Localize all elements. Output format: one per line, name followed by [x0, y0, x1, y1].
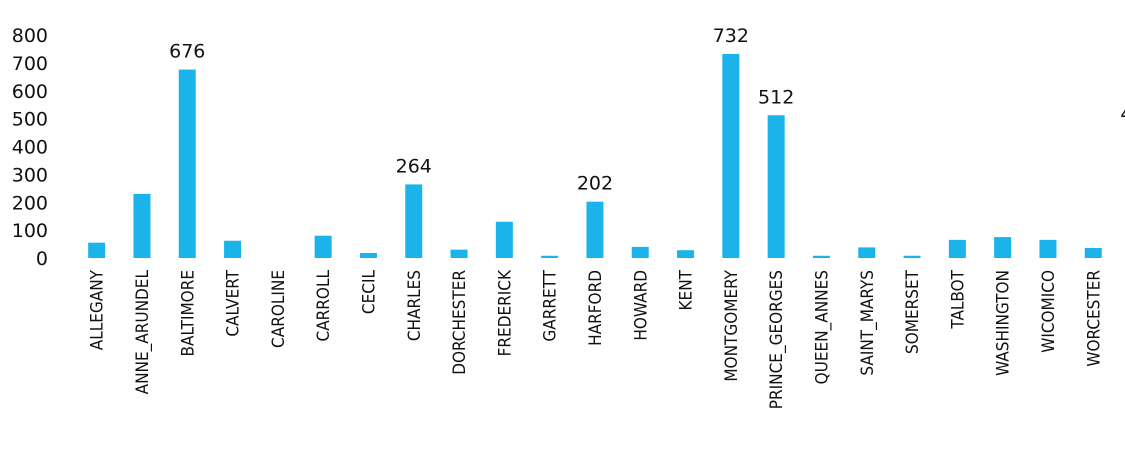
bar: [948, 239, 966, 258]
bar: [722, 53, 740, 258]
x-tick-label: HOWARD: [631, 270, 651, 341]
bar: [405, 184, 423, 258]
x-tick-label: QUEEN_ANNES: [812, 270, 832, 384]
y-tick-label: 100: [12, 220, 48, 242]
y-tick-label: 700: [12, 53, 48, 75]
bar: [88, 242, 106, 258]
x-tick-label: KENT: [677, 269, 697, 310]
x-tick-label: CALVERT: [224, 269, 244, 336]
x-tick-label: TALBOT: [948, 269, 968, 329]
data-label: 202: [577, 173, 613, 195]
x-tick-label: CAROLINE: [269, 270, 289, 348]
x-tick-label: SOMERSET: [903, 269, 923, 354]
x-tick-label: CECIL: [359, 270, 379, 315]
y-tick-label: 600: [12, 81, 48, 103]
bar: [903, 255, 921, 258]
data-labels: 676 264 202 732 512 452: [169, 25, 1125, 195]
x-tick-label: ALLEGANY: [88, 269, 108, 350]
y-tick-label: 300: [12, 164, 48, 186]
bars: [88, 53, 1102, 258]
bar: [631, 246, 649, 258]
bar: [224, 240, 242, 258]
bar: [812, 255, 830, 258]
x-tick-label: MONTGOMERY: [722, 269, 742, 381]
bar: [1039, 239, 1057, 258]
bar: [677, 250, 695, 258]
x-tick-label: ANNE_ARUNDEL: [133, 270, 153, 395]
y-axis: 0 100 200 300 400 500 600 700 800: [12, 25, 48, 270]
x-tick-label: FREDERICK: [495, 269, 515, 356]
data-label: 512: [758, 86, 794, 108]
bar: [133, 193, 151, 258]
bar: [994, 237, 1012, 258]
x-tick-label: WICOMICO: [1039, 270, 1059, 353]
x-tick-label: WORCESTER: [1084, 270, 1104, 367]
x-tick-label: WASHINGTON: [994, 270, 1014, 376]
data-label: 264: [396, 155, 432, 177]
bar: [767, 115, 785, 258]
x-axis: ALLEGANY ANNE_ARUNDEL BALTIMORE CALVERT CARO…: [88, 269, 1105, 409]
bar: [314, 235, 332, 258]
bar: [858, 247, 876, 258]
y-tick-label: 0: [36, 248, 48, 270]
data-label: 732: [713, 25, 749, 47]
y-tick-label: 400: [12, 137, 48, 159]
bar: [586, 201, 604, 258]
bar: [495, 221, 513, 258]
y-tick-label: 500: [12, 109, 48, 131]
bar: [178, 69, 196, 258]
y-tick-label: 200: [12, 192, 48, 214]
x-tick-label: DORCHESTER: [450, 270, 470, 375]
x-tick-label: BALTIMORE: [178, 270, 198, 357]
x-tick-label: HARFORD: [586, 270, 606, 346]
bar: [541, 255, 559, 258]
x-tick-label: GARRETT: [541, 269, 561, 341]
bar: [1084, 247, 1102, 258]
x-tick-label: PRINCE_GEORGES: [767, 270, 787, 409]
bar: [450, 249, 468, 258]
data-label: 452: [1120, 103, 1125, 125]
x-tick-label: SAINT_MARYS: [858, 270, 878, 376]
data-label: 676: [169, 41, 205, 63]
bar: [359, 252, 377, 258]
y-tick-label: 800: [12, 25, 48, 47]
x-tick-label: CARROLL: [314, 270, 334, 342]
x-tick-label: CHARLES: [405, 270, 425, 341]
